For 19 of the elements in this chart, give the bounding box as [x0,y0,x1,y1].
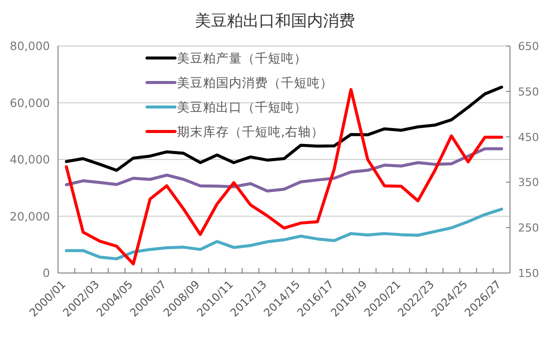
legend-label: 期末库存（千短吨,右轴） [177,124,324,139]
y-tick-label: 40,000 [10,152,50,166]
y-tick-label: 20,000 [10,209,50,224]
y2-tick-label: 350 [518,176,539,190]
line-series [64,208,504,260]
legend-label: 美豆粕产量（千短吨） [177,50,307,66]
y2-tick-label: 650 [518,40,539,53]
line-series [64,147,504,192]
line-series [64,88,504,266]
legend-label: 美豆粕出口（千短吨） [177,100,307,114]
y-tick-label: 80,000 [10,39,50,53]
y-tick-label: 60,000 [10,96,50,110]
legend-label: 美豆粕国内消费（千短吨） [177,75,333,90]
y-tick-label: 0 [42,266,50,280]
y2-tick-label: 450 [518,130,539,144]
chart-title: 美豆粕出口和国内消费 [195,11,355,30]
y2-tick-label: 150 [518,267,539,280]
y2-tick-label: 250 [518,222,539,235]
y2-tick-label: 550 [518,85,539,98]
